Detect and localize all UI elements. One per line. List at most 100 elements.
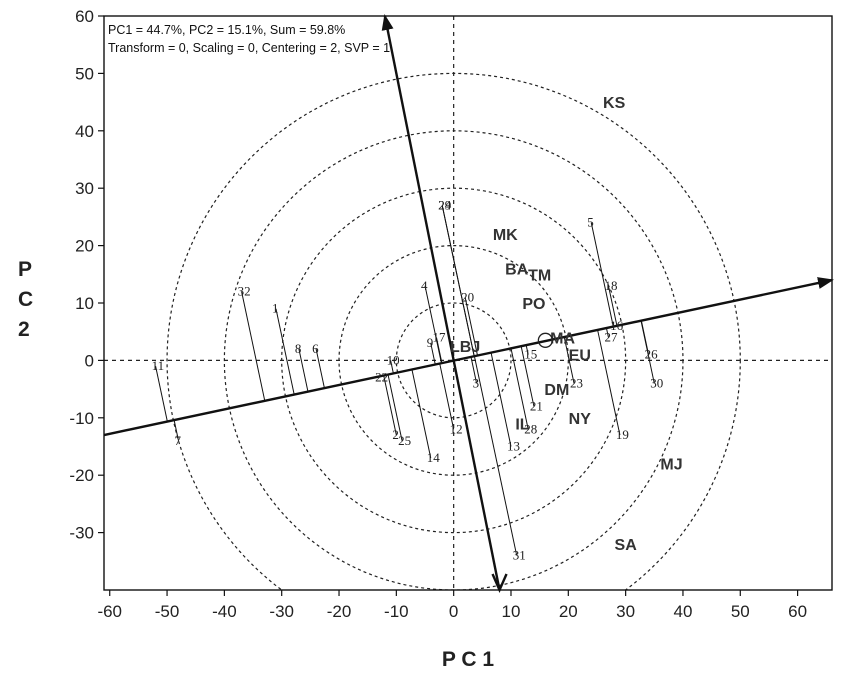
genotype-label: 1 xyxy=(272,301,279,316)
reference-lines xyxy=(104,16,832,590)
environment-label: NY xyxy=(569,411,592,428)
axis-ticks: -60 -50 -40 -30 -20 -10 0 10 20 30 40 50 60-30-20-10… xyxy=(69,7,807,621)
genotype-label: 29 xyxy=(438,197,451,212)
x-tick-label: -50 xyxy=(155,602,180,621)
annotation-line-1: PC1 = 44.7%, PC2 = 15.1%, Sum = 59.8% xyxy=(108,23,345,37)
genotype-label: 18 xyxy=(604,278,617,293)
projection-line-29 xyxy=(441,205,475,357)
genotype-label: 10 xyxy=(387,352,400,367)
genotype-label: 7 xyxy=(175,433,182,448)
projection-line-19 xyxy=(597,329,621,436)
projection-line-3 xyxy=(470,356,478,384)
genotype-label: 16 xyxy=(610,318,624,333)
y-tick-label: 0 xyxy=(85,351,94,370)
x-tick-label: 30 xyxy=(616,602,635,621)
genotype-label: 26 xyxy=(645,347,659,362)
genotype-label: 9 xyxy=(427,335,434,350)
genotype-label: 8 xyxy=(295,341,302,356)
y-tick-label: 10 xyxy=(75,294,94,313)
pc1-arrow xyxy=(103,277,834,437)
y-tick-label: -20 xyxy=(69,466,94,485)
projection-line-27 xyxy=(605,327,609,338)
projection-line-9 xyxy=(430,343,436,365)
projection-line-32 xyxy=(241,291,266,401)
projection-line-1 xyxy=(275,308,295,395)
x-tick-label: 60 xyxy=(788,602,807,621)
projection-line-25 xyxy=(387,374,403,441)
x-tick-label: -60 xyxy=(97,602,122,621)
genotype-label: 17 xyxy=(432,329,446,344)
environment-label: MK xyxy=(493,227,518,244)
y-tick-label: 60 xyxy=(75,7,94,26)
genotype-projection-lines xyxy=(155,205,655,556)
genotype-label: 20 xyxy=(461,289,474,304)
projection-line-13 xyxy=(490,352,512,447)
environment-label: BA xyxy=(505,262,529,279)
genotype-label: 24 xyxy=(438,197,452,212)
x-tick-label: -30 xyxy=(269,602,294,621)
environment-label: SA xyxy=(615,537,638,554)
environment-label: EU xyxy=(569,348,591,365)
genotype-label: 19 xyxy=(616,427,629,442)
pc2-arrow xyxy=(381,14,501,591)
genotype-label: 3 xyxy=(473,375,480,390)
environment-label: PO xyxy=(522,296,545,313)
genotype-label: 21 xyxy=(530,398,543,413)
y-tick-label: 50 xyxy=(75,64,94,83)
genotype-label: 30 xyxy=(650,375,663,390)
y-tick-label: 30 xyxy=(75,179,94,198)
projection-line-10 xyxy=(390,360,394,374)
projection-line-28 xyxy=(510,348,529,430)
environment-label: MJ xyxy=(660,457,682,474)
projection-line-21 xyxy=(520,346,535,407)
projection-line-12 xyxy=(439,363,455,430)
projection-line-2 xyxy=(383,375,397,436)
projection-line-20 xyxy=(464,297,478,356)
environment-label: IL xyxy=(515,417,529,434)
genotype-label: 4 xyxy=(421,278,428,293)
genotype-label: 2 xyxy=(392,427,399,442)
projection-line-8 xyxy=(298,348,309,392)
annotation-line-2: Transform = 0, Scaling = 0, Centering = … xyxy=(108,41,390,55)
genotype-label: 6 xyxy=(312,341,319,356)
x-tick-label: 20 xyxy=(559,602,578,621)
x-tick-label: 50 xyxy=(731,602,750,621)
genotype-label: 22 xyxy=(375,370,388,385)
circle-10 xyxy=(395,302,512,419)
y-tick-label: -30 xyxy=(69,524,94,543)
genotype-label: 28 xyxy=(524,421,537,436)
projection-line-23 xyxy=(563,336,575,384)
genotype-label: 5 xyxy=(587,215,594,230)
projection-line-18 xyxy=(607,285,618,326)
genotype-label: 25 xyxy=(398,433,411,448)
projection-line-7 xyxy=(173,419,180,441)
x-tick-label: -10 xyxy=(384,602,409,621)
y-tick-label: 40 xyxy=(75,122,94,141)
x-axis-title: P C 1 xyxy=(442,648,494,671)
projection-line-30 xyxy=(640,320,655,384)
projection-line-5 xyxy=(590,222,614,327)
environment-label: MA xyxy=(550,330,575,347)
environment-label: KS xyxy=(603,95,626,112)
genotype-label: 31 xyxy=(513,548,526,563)
environment-label: TM xyxy=(528,267,551,284)
genotype-label: 11 xyxy=(152,358,165,373)
projection-line-14 xyxy=(411,369,432,459)
genotype-label: 12 xyxy=(450,421,463,436)
genotype-label: 32 xyxy=(238,284,251,299)
projection-line-15 xyxy=(525,345,529,355)
projection-line-11 xyxy=(155,366,168,422)
projection-line-6 xyxy=(315,348,325,389)
projection-line-31 xyxy=(473,356,518,556)
environment-label: LBJ xyxy=(450,339,480,356)
x-tick-label: 0 xyxy=(449,602,458,621)
genotype-label: 23 xyxy=(570,375,583,390)
x-tick-label: -40 xyxy=(212,602,237,621)
y-tick-label: -10 xyxy=(69,409,94,428)
genotype-label: 27 xyxy=(604,329,618,344)
environment-label: DM xyxy=(544,382,569,399)
genotype-label: 14 xyxy=(427,450,441,465)
